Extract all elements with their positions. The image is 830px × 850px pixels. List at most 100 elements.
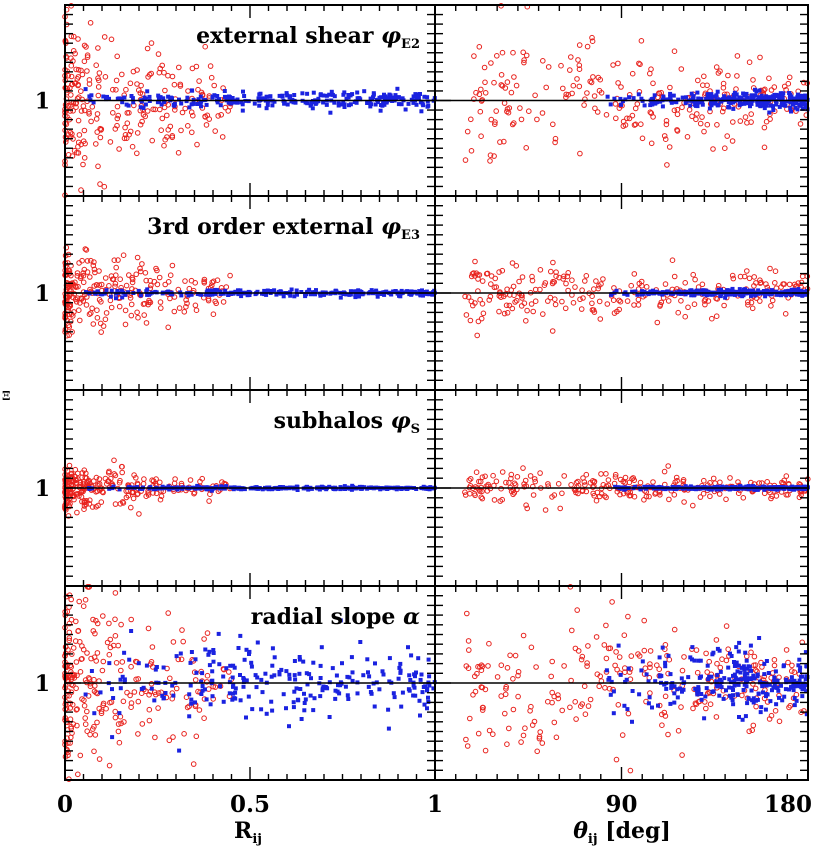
blue-square-point [414,487,419,491]
red-circle-point [594,489,601,496]
blue-square-point [157,95,161,100]
red-circle-point [89,305,95,312]
red-circle-point [147,299,154,306]
blue-square-point [269,699,274,704]
red-circle-point [161,69,167,76]
blue-square-point [279,667,284,672]
blue-square-point [732,90,737,95]
red-circle-point [85,584,92,590]
red-circle-point [134,81,140,87]
blue-square-point [764,94,769,99]
red-circle-point [464,743,471,749]
red-circle-point [487,293,494,300]
blue-square-point [187,714,192,719]
blue-square-point [704,293,709,298]
blue-square-point [715,89,720,94]
blue-square-point [672,700,677,705]
blue-square-point [224,484,229,489]
red-circle-point [488,116,495,123]
blue-square-point [782,694,787,699]
red-circle-point [170,639,177,645]
blue-square-point [291,705,296,710]
blue-square-point [415,94,420,99]
blue-square-point [342,90,347,95]
blue-square-point [189,88,194,93]
blue-square-point [188,683,193,688]
red-circle-point [466,477,473,484]
red-circle-point [716,491,723,497]
blue-square-point [310,106,315,111]
blue-square-point [236,646,241,650]
blue-square-point [288,94,293,99]
red-circle-point [135,676,141,682]
blue-square-point [413,674,417,679]
red-circle-point [128,663,134,670]
blue-square-point [327,484,332,489]
blue-square-point [195,102,200,106]
red-circle-point [79,696,85,702]
blue-square-point [259,707,264,712]
blue-square-point [609,679,614,684]
red-circle-point [598,90,605,96]
blue-square-point [237,288,242,293]
panel-title-symbol: α [403,604,420,630]
red-circle-point [626,115,633,122]
red-circle-point [93,141,99,147]
red-circle-point [107,636,114,643]
red-circle-point [131,689,138,695]
blue-square-point [734,289,739,294]
blue-square-point [295,697,300,702]
red-circle-point [99,667,106,674]
red-circle-point [752,667,759,674]
blue-square-point [746,696,751,701]
red-circle-point [488,273,495,279]
red-circle-point [89,104,96,110]
blue-square-point [608,102,613,107]
red-circle-point [73,284,79,291]
red-circle-point [144,45,151,52]
blue-square-point [779,683,783,688]
red-circle-point [628,653,635,659]
red-circle-point [657,301,664,308]
red-circle-point [569,277,575,284]
red-circle-point [650,479,656,485]
blue-square-point [728,680,733,685]
red-circle-point [113,264,119,271]
red-circle-point [791,669,798,676]
x-tick-label: 90 [605,791,637,818]
blue-square-point [292,689,297,694]
blue-square-point [800,694,805,699]
blue-square-point [741,292,746,297]
red-circle-point [137,268,144,275]
red-circle-point [93,617,99,624]
blue-square-point [257,103,262,108]
blue-square-point [753,698,758,703]
red-circle-point [595,285,602,292]
blue-square-point [745,666,749,671]
blue-square-point [268,94,273,99]
red-circle-point [475,730,482,737]
red-circle-point [220,299,227,305]
blue-square-point [426,695,430,700]
red-circle-point [549,699,555,706]
red-circle-point [647,661,653,667]
red-circle-point [152,734,158,741]
red-circle-point [737,118,744,124]
red-circle-point [462,157,469,163]
blue-square-point [334,673,339,678]
blue-square-point [801,292,806,297]
blue-square-point [735,692,740,697]
red-circle-point [478,667,485,674]
red-circle-point [661,709,668,716]
blue-square-point [265,288,270,293]
blue-square-point [418,677,423,682]
red-circle-point [771,657,778,663]
blue-square-point [767,95,772,100]
blue-square-point [426,657,431,662]
blue-square-point [789,109,793,114]
red-circle-point [690,502,696,509]
red-circle-point [144,108,151,114]
red-circle-point [479,488,485,495]
blue-square-point [633,289,638,294]
blue-square-point [732,96,737,101]
